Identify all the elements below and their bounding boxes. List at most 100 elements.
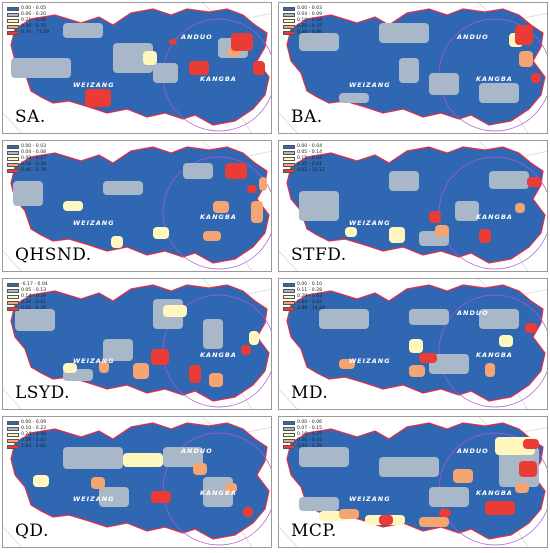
- legend-item: 0.09 - 0.17: [7, 156, 46, 162]
- county-patch: [189, 61, 209, 75]
- region-label-anduo: ANDUO: [457, 33, 489, 41]
- region-label-kangba: KANGBA: [476, 75, 513, 83]
- map-panel-sa: 0.00 - 0.05 0.06 - 0.20 0.21 - 0.45 0.46 - …: [2, 2, 272, 134]
- province-ring: [438, 294, 547, 408]
- county-patch: [345, 227, 357, 237]
- county-patch: [489, 171, 529, 189]
- county-patch: [519, 461, 537, 477]
- county-patch: [479, 309, 519, 329]
- county-patch: [389, 227, 405, 243]
- region-label-weizang: WEIZANG: [349, 219, 391, 227]
- legend-swatch: [283, 420, 295, 426]
- legend-label: 0.30 - 0.61: [21, 300, 47, 305]
- legend-item: 0.40 - 0.79: [7, 168, 46, 174]
- map-qd: [3, 417, 271, 547]
- legend-label: 0.00 - 0.09: [21, 420, 47, 425]
- legend-swatch: [283, 282, 295, 288]
- county-patch: [499, 335, 513, 347]
- legend-item: 0.00 - 0.04: [283, 144, 325, 150]
- legend-item: 0.62 - 12.12: [283, 168, 325, 174]
- legend-swatch: [7, 300, 19, 306]
- county-patch: [103, 339, 133, 361]
- map-panel-lsyd: -0.17 - 0.04 0.05 - 0.13 0.14 - 0.29 0.30 -…: [2, 278, 272, 410]
- county-patch: [453, 469, 473, 483]
- county-patch: [189, 365, 201, 383]
- county-patch: [163, 305, 187, 317]
- legend-swatch: [283, 12, 295, 18]
- map-panel-mcp: 0.00 - 0.06 0.07 - 0.15 0.16 - 0.25 0.26 - …: [278, 416, 548, 548]
- legend-label: 0.00 - 0.03: [21, 144, 47, 149]
- legend-item: 0.59 - 2.82: [7, 438, 46, 444]
- county-patch: [15, 309, 55, 331]
- legend-label: 0.35 - 0.61: [297, 162, 323, 167]
- legend-item: 0.00 - 0.10: [283, 282, 325, 288]
- county-patch: [133, 363, 149, 379]
- legend-label: 3.88 - 14.89: [297, 306, 325, 311]
- legend-swatch: [7, 432, 19, 438]
- county-patch: [153, 227, 169, 239]
- county-patch: [143, 51, 157, 65]
- legend-item: 0.00 - 0.09: [7, 420, 46, 426]
- legend-item: 0.04 - 0.09: [283, 12, 322, 18]
- legend-swatch: [7, 150, 19, 156]
- region-label-weizang: WEIZANG: [349, 81, 391, 89]
- legend-label: 0.40 - 0.79: [21, 168, 47, 173]
- map-mcp: [279, 417, 547, 547]
- region-label-anduo: ANDUO: [457, 447, 489, 455]
- legend-item: 0.26 - 0.43: [283, 438, 322, 444]
- map-panel-qd: 0.00 - 0.09 0.10 - 0.23 0.24 - 0.58 0.59 - …: [2, 416, 272, 548]
- legend-swatch: [7, 294, 19, 300]
- county-patch: [429, 211, 441, 223]
- county-patch: [169, 39, 177, 45]
- county-patch: [299, 497, 339, 511]
- county-patch: [249, 331, 259, 345]
- legend-label: 0.14 - 0.29: [21, 294, 47, 299]
- map-ba: [279, 3, 547, 133]
- legend-swatch: [283, 30, 295, 36]
- county-patch: [63, 447, 123, 469]
- legend-swatch: [7, 18, 19, 24]
- legend-label: 0.00 - 0.04: [297, 144, 323, 149]
- legend-swatch: [283, 24, 295, 30]
- legend-label: 0.64 - 3.87: [297, 300, 323, 305]
- map-sa: [3, 3, 271, 133]
- county-patch: [479, 229, 491, 243]
- legend-label: 0.26 - 0.43: [297, 438, 323, 443]
- county-patch: [389, 171, 419, 191]
- county-patch: [525, 323, 537, 333]
- legend-label: 0.20 - 0.37: [297, 24, 323, 29]
- county-patch: [259, 177, 267, 191]
- legend-label: 0.00 - 0.06: [297, 420, 323, 425]
- legend-item: 0.00 - 0.06: [283, 420, 322, 426]
- legend-item: 0.38 - 0.89: [283, 30, 322, 36]
- legend-lsyd: -0.17 - 0.04 0.05 - 0.13 0.14 - 0.29 0.30 -…: [7, 282, 48, 312]
- county-patch: [63, 201, 83, 211]
- legend-label: 2.83 - 5.82: [21, 444, 47, 449]
- legend-swatch: [283, 294, 295, 300]
- legend-swatch: [283, 150, 295, 156]
- county-patch: [531, 73, 541, 83]
- county-patch: [439, 509, 451, 517]
- county-patch: [163, 447, 203, 467]
- county-patch: [399, 58, 419, 83]
- legend-label: 0.46 - 0.75: [21, 24, 47, 29]
- legend-label: 0.62 - 12.12: [297, 168, 325, 173]
- legend-item: 0.46 - 0.75: [7, 24, 49, 30]
- legend-swatch: [7, 6, 19, 12]
- province-ring: [162, 432, 271, 546]
- legend-swatch: [7, 426, 19, 432]
- legend-item: 0.64 - 3.87: [283, 300, 325, 306]
- legend-item: 0.00 - 0.05: [7, 6, 49, 12]
- legend-item: 0.24 - 0.58: [7, 432, 46, 438]
- legend-swatch: [7, 144, 19, 150]
- region-label-weizang: WEIZANG: [73, 357, 115, 365]
- legend-label: 0.15 - 0.34: [297, 156, 323, 161]
- county-patch: [429, 487, 469, 507]
- county-patch: [379, 457, 439, 477]
- legend-label: 0.16 - 0.25: [297, 432, 323, 437]
- legend-item: 0.44 - 1.29: [283, 444, 322, 450]
- county-patch: [13, 181, 43, 206]
- legend-label: -0.17 - 0.04: [21, 282, 48, 287]
- region-label-kangba: KANGBA: [200, 489, 237, 497]
